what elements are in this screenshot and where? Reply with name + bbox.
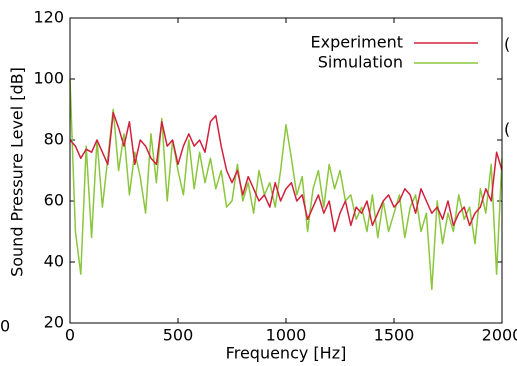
y-tick-label: 60 <box>44 191 64 210</box>
plot-frame <box>69 17 503 324</box>
annotation: ( <box>504 120 510 139</box>
y-tick-label: 20 <box>44 313 64 332</box>
x-tick-label: 2000 <box>482 326 517 345</box>
series-line <box>69 78 503 291</box>
y-axis-label: Sound Pressure Level [dB] <box>8 67 27 277</box>
y-tick-label: 80 <box>44 130 64 149</box>
y-tick-label: 100 <box>33 69 64 88</box>
y-tick-label: 120 <box>33 8 64 27</box>
legend-label: Experiment <box>311 33 403 52</box>
y-tick-label: 40 <box>44 252 64 271</box>
legend-label: Simulation <box>318 53 403 72</box>
x-axis-label: Frequency [Hz] <box>226 344 347 363</box>
series-line <box>69 111 503 233</box>
x-tick-label: 1500 <box>374 326 415 345</box>
x-tick-label: 0 <box>65 326 75 345</box>
x-tick-label: 500 <box>163 326 194 345</box>
annotation: ( <box>504 35 510 54</box>
x-tick-label: 1000 <box>266 326 307 345</box>
annotation: 0 <box>0 317 10 336</box>
